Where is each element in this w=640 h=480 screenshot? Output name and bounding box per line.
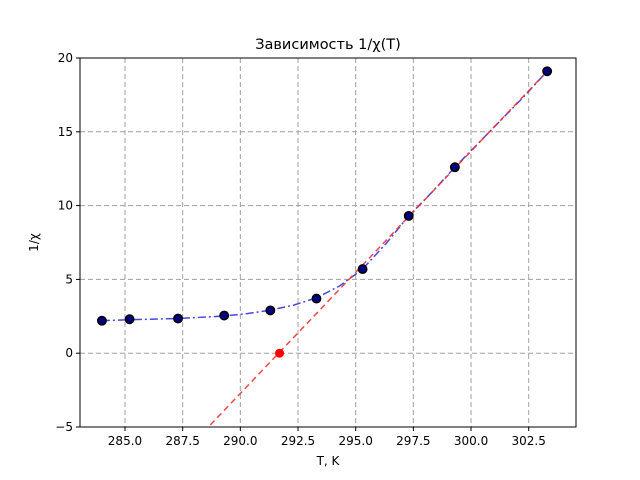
x-tick-label: 295.0 — [339, 434, 373, 448]
x-tick-label: 302.5 — [512, 434, 546, 448]
y-tick-label: 0 — [65, 346, 73, 360]
data-point — [311, 293, 322, 304]
x-tick-label: 292.5 — [281, 434, 315, 448]
axis-ticks: 285.0 287.5 290.0 292.5 295.0 297.5 300.0 302.5… — [55, 51, 546, 448]
plot-area — [96, 66, 553, 427]
data-point — [219, 310, 230, 321]
data-point — [542, 66, 553, 77]
data-point — [449, 162, 460, 173]
y-tick-label: 20 — [58, 51, 73, 65]
linear-fit-line — [207, 70, 548, 427]
data-point — [173, 313, 183, 324]
data-point — [357, 264, 368, 275]
chart-title: Зависимость 1/χ(T) — [255, 37, 401, 53]
y-tick-label: −5 — [55, 420, 73, 434]
data-point — [124, 314, 135, 325]
y-tick-label: 15 — [58, 125, 73, 139]
data-point — [403, 210, 414, 221]
x-tick-label: 290.0 — [223, 434, 257, 448]
y-tick-label: 5 — [65, 272, 73, 286]
x-tick-label: 285.0 — [108, 434, 142, 448]
data-point — [265, 305, 276, 316]
x-axis-label: T, K — [316, 454, 341, 468]
x-tick-label: 287.5 — [165, 434, 199, 448]
y-axis-label: 1/χ — [27, 233, 41, 252]
x-tick-label: 300.0 — [454, 434, 488, 448]
y-tick-label: 10 — [58, 199, 73, 213]
intercept-point — [275, 348, 285, 358]
data-point — [96, 315, 107, 326]
axes-frame — [79, 57, 577, 428]
x-tick-label: 297.5 — [396, 434, 430, 448]
